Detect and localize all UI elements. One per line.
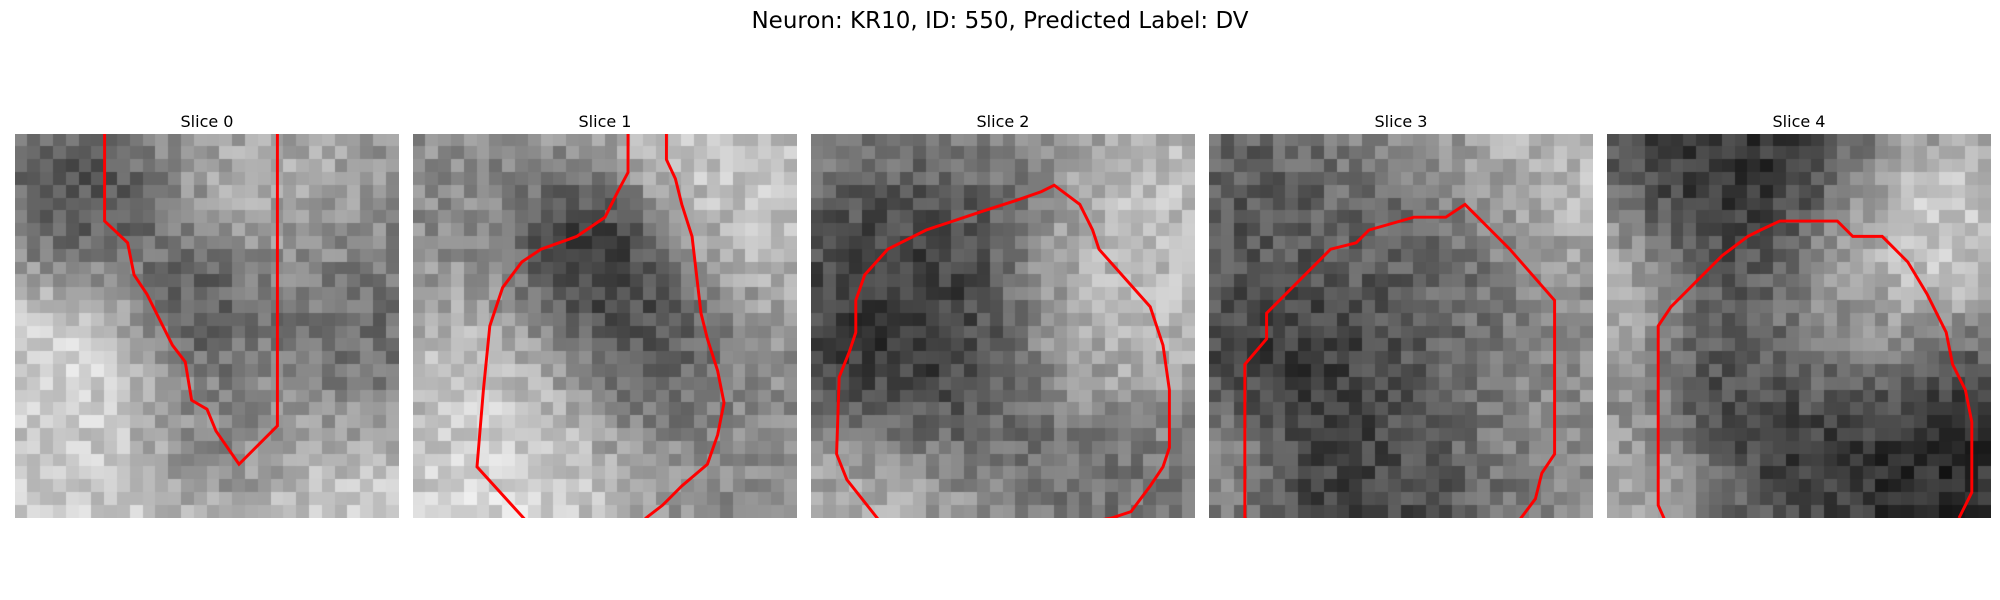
slice-title: Slice 2 [976,112,1030,131]
slice-panel-1: Slice 1 [413,111,797,518]
slice-title: Slice 1 [578,112,632,131]
grayscale-patch [15,134,399,518]
slice-image-3 [1209,134,1593,518]
slice-title: Slice 0 [180,112,234,131]
segmentation-contour [103,134,279,467]
slice-image-0 [15,134,399,518]
slice-title: Slice 3 [1374,112,1428,131]
segmentation-contour [475,134,726,518]
segmentation-contour [1656,219,1974,518]
grayscale-patch [1607,134,1991,518]
grayscale-patch [811,134,1195,518]
segmentation-contour [1243,202,1557,518]
figure-title: Neuron: KR10, ID: 550, Predicted Label: … [751,8,1249,34]
slice-panel-0: Slice 0 [15,111,399,518]
grayscale-patch [1209,134,1593,518]
slice-title: Slice 4 [1772,112,1826,131]
slice-panel-4: Slice 4 [1607,111,1991,518]
slice-image-4 [1607,134,1991,518]
slice-image-2 [811,134,1195,518]
slice-panel-2: Slice 2 [811,111,1195,518]
slice-panel-3: Slice 3 [1209,111,1593,518]
slice-image-1 [413,134,797,518]
segmentation-contour [835,183,1171,518]
